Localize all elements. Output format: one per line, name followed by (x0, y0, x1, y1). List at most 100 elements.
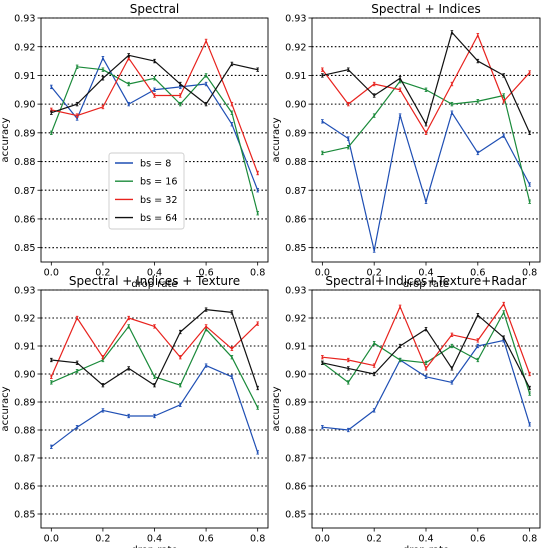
series-bs-8 (321, 338, 531, 433)
series-line (322, 31, 531, 134)
data-point (528, 131, 531, 134)
x-tick-label: 0.0 (44, 534, 59, 545)
data-point (127, 317, 130, 319)
y-tick-label: 0.92 (285, 42, 306, 53)
series-bs-16 (321, 78, 531, 204)
legend-label: bs = 64 (140, 213, 177, 224)
data-point (179, 83, 182, 85)
series-line (321, 34, 531, 134)
series-bs-16 (50, 64, 259, 216)
plot-frame (40, 17, 269, 263)
y-tick-label: 0.85 (14, 243, 35, 254)
y-tick-label: 0.93 (285, 286, 306, 297)
y-tick-label: 0.88 (285, 157, 306, 168)
series-line (322, 339, 531, 431)
x-tick-label: 0.0 (315, 534, 330, 545)
series-bs-8 (50, 56, 259, 193)
data-point (451, 83, 453, 85)
data-point (502, 311, 505, 314)
x-tick-label: 0.4 (147, 534, 162, 545)
legend-label: bs = 16 (140, 177, 177, 188)
data-point (528, 183, 531, 186)
data-point (373, 342, 376, 345)
x-tick-label: 0.4 (418, 534, 433, 545)
y-tick-label: 0.90 (285, 100, 306, 111)
data-point (399, 114, 401, 117)
data-point (347, 429, 350, 431)
data-point (230, 356, 233, 359)
plot-frame (40, 289, 269, 529)
data-point (127, 325, 130, 328)
data-point (256, 387, 259, 389)
y-tick-label: 0.93 (14, 286, 35, 297)
data-point (256, 172, 259, 174)
data-point (179, 85, 182, 88)
data-point (399, 345, 401, 347)
data-point (179, 403, 182, 406)
data-point (476, 345, 479, 347)
chart-title: Spectral (130, 2, 180, 16)
series-bs-32 (50, 38, 259, 176)
data-point (528, 200, 531, 203)
data-point (76, 103, 79, 106)
legend-label: bs = 32 (140, 195, 177, 206)
x-tick-label: 0.6 (470, 268, 485, 279)
data-point (425, 200, 427, 203)
data-point (205, 83, 207, 85)
data-point (179, 356, 182, 359)
data-point (256, 68, 259, 71)
data-point (321, 426, 324, 429)
data-point (425, 131, 427, 134)
data-point (399, 88, 401, 91)
x-tick-label: 0.4 (147, 268, 162, 279)
y-axis-label: accuracy (0, 386, 11, 431)
series-line (51, 54, 258, 114)
data-point (153, 325, 156, 328)
y-axis-label: accuracy (0, 117, 11, 162)
series-bs-32 (321, 301, 531, 377)
data-point (425, 367, 427, 370)
data-point (76, 426, 79, 429)
data-point (153, 384, 156, 387)
data-point (50, 111, 53, 114)
data-point (179, 94, 182, 97)
series-bs-64 (321, 30, 531, 135)
y-tick-label: 0.90 (14, 370, 35, 381)
data-point (230, 123, 233, 126)
x-tick-label: 0.2 (95, 268, 110, 279)
data-point (528, 71, 531, 74)
x-axis-label: drop rate (403, 545, 449, 548)
y-tick-label: 0.86 (14, 482, 35, 493)
data-point (127, 54, 130, 57)
x-axis-label: drop rate (131, 545, 177, 548)
data-point (230, 375, 233, 378)
data-point (528, 373, 531, 375)
data-point (205, 325, 207, 328)
chart-panel-1: 0.85 0.86 0.87 0.88 0.89 0.90 0.91 0.92 0.93 0.0 0… (0, 2, 269, 290)
data-point (373, 83, 376, 85)
data-point (102, 68, 104, 71)
data-point (502, 100, 505, 103)
data-point (321, 356, 324, 359)
y-tick-label: 0.91 (14, 342, 35, 353)
chart-title: Spectral+Indices+Texture+Radar (325, 274, 526, 288)
y-tick-label: 0.86 (14, 215, 35, 226)
data-point (451, 111, 453, 114)
data-point (102, 409, 104, 412)
y-tick-label: 0.87 (14, 186, 35, 197)
data-point (127, 57, 130, 60)
y-tick-label: 0.87 (285, 454, 306, 465)
data-point (230, 111, 233, 114)
y-axis-label: accuracy (271, 117, 282, 162)
data-point (256, 189, 259, 192)
data-point (502, 336, 505, 339)
series-bs-32 (50, 315, 259, 379)
data-point (102, 77, 104, 80)
data-point (205, 40, 207, 42)
y-tick-label: 0.89 (285, 398, 306, 409)
data-point (179, 384, 182, 387)
data-point (153, 415, 156, 417)
x-tick-label: 0.2 (367, 268, 382, 279)
plot-frame (311, 289, 541, 529)
data-point (399, 359, 401, 361)
